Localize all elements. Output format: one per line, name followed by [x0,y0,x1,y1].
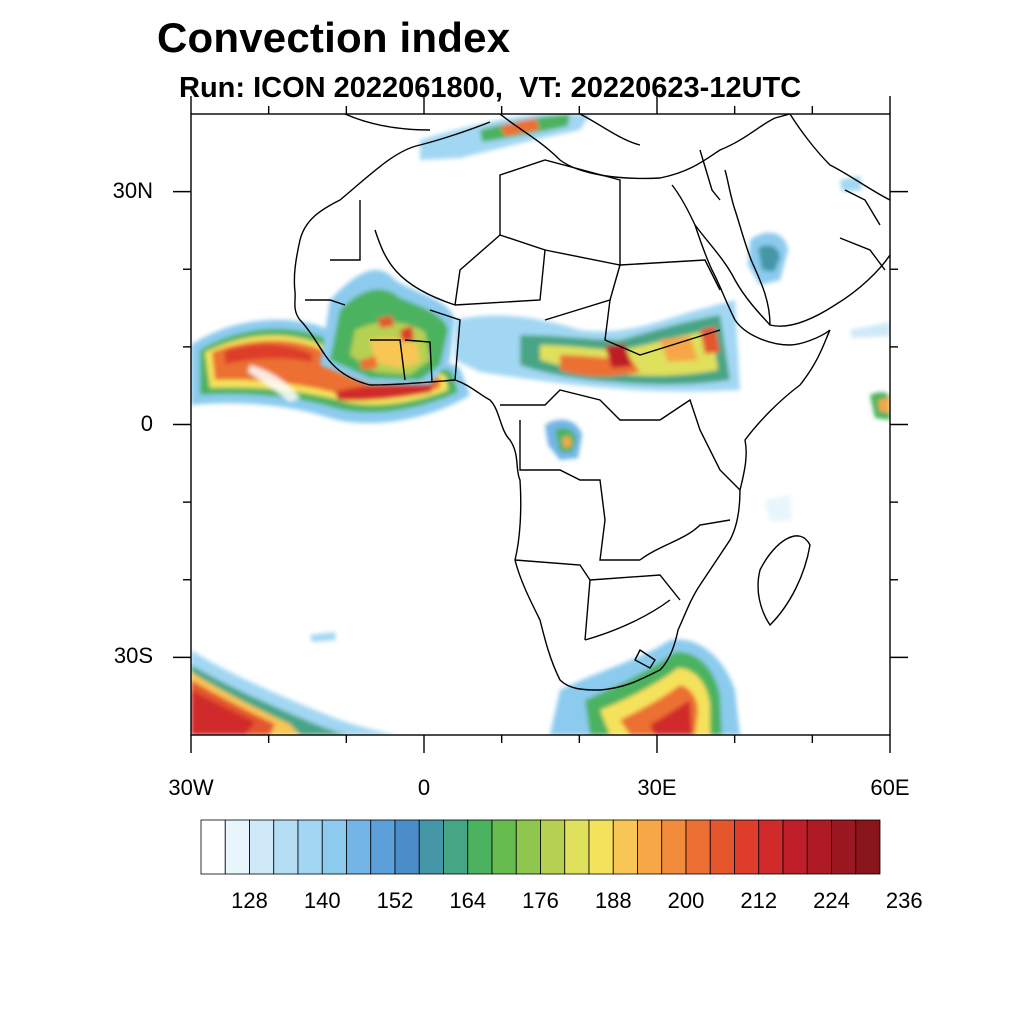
political-boundaries [293,114,890,691]
y-tick-label: 30S [113,643,153,669]
colorbar-swatch [612,819,638,875]
colorbar-label: 164 [449,888,487,913]
colorbar-label: 128 [231,888,268,913]
chart-subtitle: Run: ICON 2022061800, VT: 20220623-12UTC [179,72,802,104]
congo-patch [545,419,582,460]
south-atlantic-front [191,650,400,735]
colorbar-swatch [394,819,420,875]
central-africa-band [455,300,740,392]
southern-africa-front [550,639,740,735]
x-tick-label: 30E [637,775,677,800]
colorbar-label: 236 [885,888,923,913]
arabia-patch [748,232,788,285]
colorbar-swatch [273,819,299,875]
colorbar-label: 224 [813,888,850,913]
colorbar-swatch [297,819,323,875]
north-sea-band [420,114,590,160]
colorbar-swatch [418,819,444,875]
colorbar-swatch [806,819,832,875]
map-frame [190,113,891,736]
colorbar-swatch [200,819,226,875]
colorbar-label: 212 [740,888,778,913]
axis-ticks [173,96,908,753]
colorbar-swatch [370,819,396,875]
colorbar-swatch [782,819,808,875]
colorbar-swatch [564,819,590,875]
colorbar-label: 176 [522,888,559,913]
colorbar-label: 200 [667,888,705,913]
colorbar-swatch [855,819,881,875]
colorbar-swatch [491,819,517,875]
colorbar-swatch [346,819,372,875]
colorbar-swatch [249,819,275,875]
y-tick-label: 30N [112,177,153,203]
colorbar-swatch [661,819,687,875]
colorbar-swatch [758,819,784,875]
colorbar-swatch [540,819,566,875]
x-tick-label: 0 [417,775,431,800]
x-tick-label: 60E [870,775,910,800]
colorbar-swatch [831,819,857,875]
sahel-west-africa [320,269,455,385]
colorbar-swatch [637,819,663,875]
colorbar [200,819,881,875]
colorbar-swatch [588,819,614,875]
colorbar-label: 188 [594,888,632,913]
convection-field [191,114,890,735]
colorbar-swatch [515,819,541,875]
colorbar-swatch [443,819,469,875]
colorbar-swatch [709,819,735,875]
colorbar-swatch [734,819,760,875]
colorbar-swatch [685,819,711,875]
colorbar-swatch [467,819,493,875]
y-tick-label: 0 [140,410,153,436]
x-tick-label: 30W [168,775,214,800]
colorbar-swatch [321,819,347,875]
colorbar-swatch [224,819,250,875]
colorbar-label: 140 [303,888,341,913]
colorbar-label: 152 [376,888,414,913]
chart-title: Convection index [157,14,511,61]
